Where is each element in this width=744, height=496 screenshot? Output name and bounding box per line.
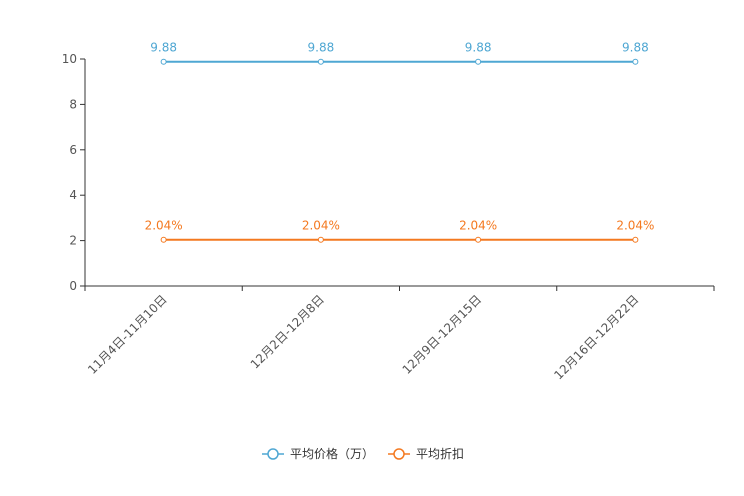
legend-label: 平均折扣 — [416, 446, 464, 461]
y-axis-ticks: 0 2 4 6 8 10 — [62, 52, 85, 293]
legend: 平均价格（万） 平均折扣 — [262, 446, 464, 461]
series-group: 9.88 9.88 9.88 9.88 2.04% 2.04% 2.04% 2.04% — [145, 41, 654, 243]
x-tick-label: 12月16日-12月22日 — [551, 292, 641, 382]
data-point[interactable] — [632, 236, 639, 243]
data-label: 9.88 — [150, 41, 177, 55]
legend-circle-marker — [393, 448, 405, 460]
x-tick-label: 11月4日-11月10日 — [85, 292, 170, 377]
legend-circle-marker — [267, 448, 279, 460]
data-point[interactable] — [160, 58, 167, 65]
legend-label: 平均价格（万） — [290, 446, 374, 461]
axes — [84, 59, 714, 287]
x-axis-ticks: 11月4日-11月10日 12月2日-12月8日 12月9日-12月15日 12月16… — [84, 286, 715, 382]
x-tick-label: 12月9日-12月15日 — [400, 292, 485, 377]
x-tick-label: 12月2日-12月8日 — [248, 292, 327, 371]
data-label: 9.88 — [308, 41, 335, 55]
y-tick-label: 10 — [62, 52, 77, 66]
y-tick-label: 2 — [69, 234, 77, 248]
data-point[interactable] — [160, 236, 167, 243]
data-point[interactable] — [475, 58, 482, 65]
y-tick-label: 8 — [69, 97, 77, 111]
data-label: 9.88 — [465, 41, 492, 55]
data-label: 2.04% — [302, 219, 340, 233]
legend-item[interactable]: 平均价格（万） — [262, 446, 374, 461]
data-label: 2.04% — [145, 219, 183, 233]
data-label: 2.04% — [616, 219, 654, 233]
data-label: 2.04% — [459, 219, 497, 233]
data-point[interactable] — [475, 236, 482, 243]
y-tick-label: 6 — [69, 143, 77, 157]
y-tick-label: 4 — [69, 188, 77, 202]
legend-item[interactable]: 平均折扣 — [388, 446, 464, 461]
data-point[interactable] — [632, 58, 639, 65]
y-tick-label: 0 — [69, 279, 77, 293]
data-point[interactable] — [317, 58, 324, 65]
data-label: 9.88 — [622, 41, 649, 55]
data-point[interactable] — [317, 236, 324, 243]
